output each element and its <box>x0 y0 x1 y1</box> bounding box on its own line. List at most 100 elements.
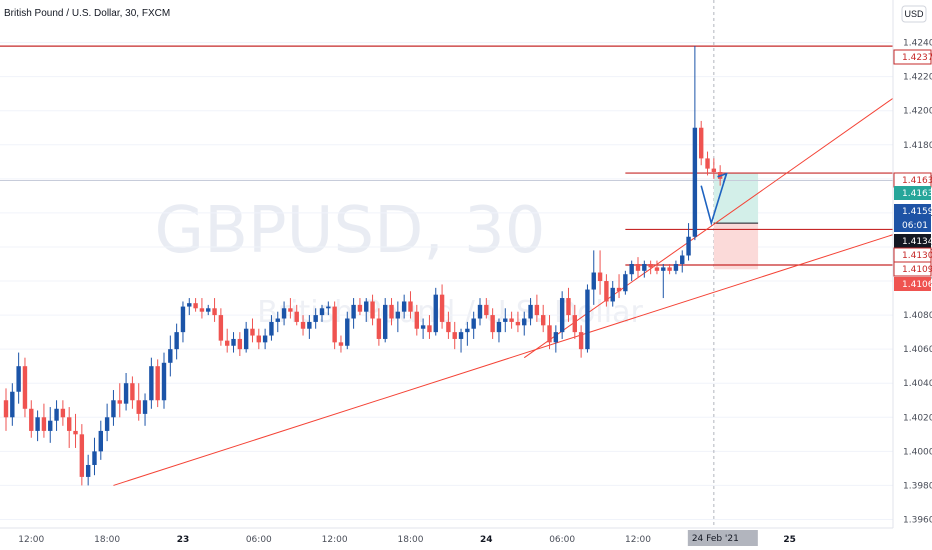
candle-body <box>484 304 489 316</box>
candle-body <box>48 420 53 431</box>
candle-body <box>509 318 514 322</box>
candle-body <box>370 301 375 319</box>
candle-body <box>597 272 603 282</box>
price-tag-bg <box>894 186 931 200</box>
loss-zone <box>713 223 759 270</box>
trend-line[interactable] <box>113 232 898 486</box>
candle-body <box>711 168 717 173</box>
candle-body <box>92 451 97 465</box>
candle-body <box>534 304 540 316</box>
candle-body <box>104 417 110 431</box>
candle-body <box>218 315 224 341</box>
candle-body <box>117 400 122 404</box>
crosshair-time-bg <box>687 530 758 546</box>
candle-body <box>692 127 698 237</box>
candle-body <box>275 318 280 322</box>
projection-arrow[interactable] <box>700 172 728 227</box>
candle-body <box>408 301 413 312</box>
candle-body <box>515 321 521 326</box>
candle-body <box>559 298 565 333</box>
candle-body <box>85 464 91 477</box>
watermark-symbol: GBPUSD, 30 <box>155 194 546 268</box>
candle-body <box>503 318 508 322</box>
candle-body <box>528 304 533 319</box>
trend-line[interactable] <box>523 94 898 359</box>
price-tick-label: 1.42400 <box>903 39 932 49</box>
currency-button-frame[interactable] <box>901 5 927 23</box>
candle-body <box>616 287 622 292</box>
price-tag-label: 1.41069 <box>902 280 932 290</box>
price-tag-label: 1.42379 <box>902 53 932 63</box>
candle-body <box>338 342 344 346</box>
candle-body <box>395 311 401 319</box>
candle-body <box>490 315 495 333</box>
time-axis[interactable]: 12:0018:002306:0012:0018:002406:0012:001… <box>18 530 796 546</box>
price-tick-label: 1.42000 <box>903 107 932 117</box>
price-tick-label: 1.41800 <box>903 141 932 151</box>
candle-body <box>661 267 666 271</box>
candle-body <box>585 289 590 350</box>
candle-body <box>307 321 312 329</box>
candle-body <box>212 308 217 316</box>
candle-body <box>168 349 173 363</box>
candle-body <box>578 332 584 350</box>
candle-body <box>465 328 470 333</box>
candle-body <box>667 267 672 271</box>
horizontal-levels[interactable] <box>0 45 893 266</box>
candle-body <box>35 417 40 431</box>
time-tick-label: 24 <box>480 535 493 545</box>
price-tag-label: 1.41303 <box>902 251 932 261</box>
candle-body <box>300 321 306 329</box>
candle-body <box>345 318 350 346</box>
projection-arrowhead[interactable] <box>717 172 728 183</box>
candle-body <box>541 315 546 326</box>
position-zones <box>713 173 759 270</box>
candle-body <box>225 340 230 346</box>
candle-body <box>262 335 268 343</box>
price-tag-bg <box>894 218 931 232</box>
projection-path[interactable] <box>700 173 728 227</box>
candle-body <box>10 391 15 418</box>
candle-body <box>705 158 710 169</box>
candle-body <box>155 366 160 401</box>
price-tag-label: 06:01 <box>902 221 928 231</box>
candle-body <box>60 408 66 418</box>
candle-body <box>553 332 559 343</box>
candle-body <box>332 306 337 343</box>
price-tick-label: 1.40800 <box>903 311 932 321</box>
price-tag-bg <box>894 204 931 218</box>
candle-body <box>642 264 647 271</box>
price-tick-label: 1.42200 <box>903 73 932 83</box>
candle-body <box>98 430 103 452</box>
candle-body <box>496 321 502 333</box>
candle-body <box>187 303 192 307</box>
price-tick-label: 1.40200 <box>903 413 932 423</box>
time-tick-label: 12:00 <box>625 535 651 545</box>
time-tick-label: 25 <box>783 535 796 545</box>
candle-body <box>439 294 445 322</box>
trend-lines[interactable] <box>113 94 898 486</box>
candle-body <box>288 308 293 312</box>
time-tick-label: 06:00 <box>246 535 272 545</box>
currency-button[interactable]: USD <box>901 5 927 23</box>
candle-body <box>111 400 116 418</box>
time-tick-label: 06:00 <box>549 535 575 545</box>
candle-body <box>269 321 274 336</box>
candle-body <box>326 306 331 309</box>
candle-body <box>420 325 426 329</box>
price-tag-label: 1.41634 <box>902 176 932 186</box>
candle-body <box>629 264 634 275</box>
currency-button-label[interactable]: USD <box>904 9 924 19</box>
candle-body <box>193 303 198 309</box>
chart-title: British Pound / U.S. Dollar, 30, FXCM <box>4 8 170 19</box>
candle-body <box>29 408 34 431</box>
candle-body <box>458 332 464 339</box>
candle-body <box>452 332 457 339</box>
crosshair-date-label: 24 Feb '21 <box>692 534 739 544</box>
candle-body <box>256 335 261 343</box>
candle-body <box>389 304 394 319</box>
